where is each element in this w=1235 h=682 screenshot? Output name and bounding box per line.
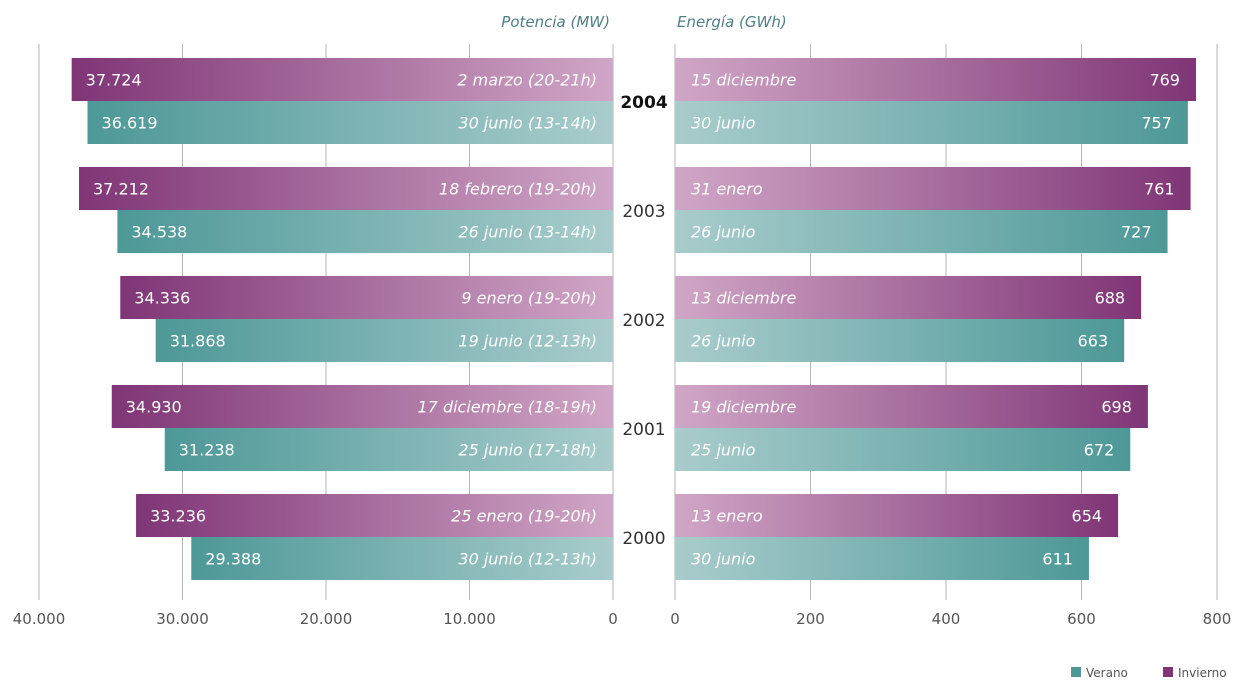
bar-potencia-invierno-2001 (111, 385, 613, 428)
bar-potencia-verano-2002 (155, 319, 613, 362)
energia-value-label: 611 (1042, 550, 1073, 569)
potencia-date-label: 2 marzo (20-21h) (457, 71, 597, 90)
right-tick-label: 400 (932, 610, 961, 628)
energia-value-label: 757 (1141, 114, 1172, 133)
year-label-2001: 2001 (622, 420, 665, 440)
energia-date-label: 15 diciembre (691, 71, 796, 90)
energia-date-label: 30 junio (691, 550, 756, 569)
energia-value-label: 672 (1084, 441, 1115, 460)
year-label-2004: 2004 (620, 93, 667, 113)
bar-potencia-invierno-2004 (71, 58, 614, 101)
left-tick-label: 40.000 (13, 610, 66, 628)
right-tick-label: 200 (796, 610, 825, 628)
potencia-value-label: 31.238 (179, 441, 235, 460)
energia-value-label: 654 (1072, 507, 1103, 526)
potencia-date-label: 25 junio (17-18h) (458, 441, 597, 460)
left-tick-label: 0 (608, 610, 618, 628)
axis-ticks: 40.000 30.000 20.000 10.000 0 0 200 400 600 800 (13, 610, 1232, 628)
energia-value-label: 698 (1101, 398, 1132, 417)
bar-energia-invierno-2004 (675, 58, 1196, 101)
right-axis-title: Energía (GWh) (677, 13, 787, 31)
year-label-2002: 2002 (622, 311, 665, 331)
bar-energia-invierno-2001 (675, 385, 1148, 428)
energia-date-label: 30 junio (691, 114, 756, 133)
bar-energia-invierno-2003 (675, 167, 1191, 210)
bar-energia-verano-2002 (675, 319, 1125, 362)
bar-labels: 37.724 2 marzo (20-21h) 15 diciembre 769 36.… (86, 71, 1180, 569)
legend-swatch-invierno (1163, 667, 1173, 677)
potencia-date-label: 26 junio (13-14h) (458, 223, 597, 242)
bar-potencia-invierno-2003 (79, 167, 613, 210)
right-tick-label: 600 (1067, 610, 1096, 628)
left-tick-label: 20.000 (300, 610, 353, 628)
bar-potencia-verano-2004 (87, 101, 614, 144)
energia-value-label: 663 (1078, 332, 1109, 351)
potencia-value-label: 31.868 (170, 332, 226, 351)
left-axis-title: Potencia (MW) (501, 13, 610, 31)
bar-energia-verano-2001 (675, 428, 1131, 471)
bars (71, 58, 1196, 580)
bar-potencia-verano-2001 (164, 428, 614, 471)
bar-potencia-verano-2003 (117, 210, 613, 253)
potencia-date-label: 30 junio (13-14h) (458, 114, 597, 133)
energia-date-label: 13 diciembre (691, 289, 796, 308)
left-tick-label: 10.000 (443, 610, 496, 628)
potencia-value-label: 36.619 (102, 114, 158, 133)
bar-potencia-invierno-2002 (120, 276, 614, 319)
energia-value-label: 769 (1149, 71, 1180, 90)
bar-energia-invierno-2002 (675, 276, 1142, 319)
potencia-date-label: 25 enero (19-20h) (451, 507, 597, 526)
bar-energia-verano-2000 (675, 537, 1089, 580)
bar-energia-verano-2004 (675, 101, 1188, 144)
right-tick-label: 800 (1203, 610, 1232, 628)
potencia-date-label: 9 enero (19-20h) (461, 289, 597, 308)
bar-energia-verano-2003 (675, 210, 1168, 253)
potencia-value-label: 37.212 (93, 180, 149, 199)
energia-date-label: 13 enero (691, 507, 763, 526)
right-tick-label: 0 (670, 610, 680, 628)
year-labels: 2004 2003 2002 2001 2000 (620, 93, 667, 549)
energia-value-label: 761 (1144, 180, 1175, 199)
legend: Verano Invierno (1071, 666, 1227, 680)
year-label-2003: 2003 (622, 202, 665, 222)
energia-value-label: 688 (1095, 289, 1126, 308)
year-label-2000: 2000 (622, 529, 665, 549)
potencia-value-label: 33.236 (150, 507, 206, 526)
bar-energia-invierno-2000 (675, 494, 1119, 537)
energia-date-label: 26 junio (691, 332, 756, 351)
potencia-date-label: 17 diciembre (18-19h) (418, 398, 598, 417)
legend-label-verano: Verano (1086, 666, 1128, 680)
potencia-value-label: 34.538 (131, 223, 187, 242)
energia-date-label: 19 diciembre (691, 398, 796, 417)
left-tick-label: 30.000 (156, 610, 209, 628)
energia-date-label: 26 junio (691, 223, 756, 242)
legend-swatch-verano (1071, 667, 1081, 677)
bar-potencia-verano-2000 (191, 537, 613, 580)
potencia-date-label: 30 junio (12-13h) (458, 550, 597, 569)
energia-date-label: 31 enero (691, 180, 763, 199)
potencia-value-label: 29.388 (205, 550, 261, 569)
potencia-value-label: 37.724 (86, 71, 142, 90)
energia-value-label: 727 (1121, 223, 1152, 242)
potencia-date-label: 19 junio (12-13h) (458, 332, 597, 351)
legend-label-invierno: Invierno (1178, 666, 1227, 680)
potencia-value-label: 34.336 (134, 289, 190, 308)
bar-potencia-invierno-2000 (136, 494, 613, 537)
energia-date-label: 25 junio (691, 441, 756, 460)
potencia-value-label: 34.930 (126, 398, 182, 417)
potencia-date-label: 18 febrero (19-20h) (439, 180, 597, 199)
